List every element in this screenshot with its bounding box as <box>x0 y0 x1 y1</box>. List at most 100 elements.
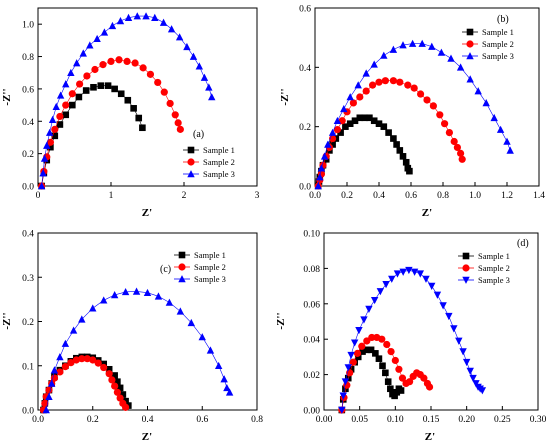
axis-ticks: 0.0 0.2 0.4 0.6 0.8 1.0 1.2 1.4 0.0 0.2 0.4 0.6 <box>299 5 545 202</box>
data-point <box>119 391 127 398</box>
data-point <box>139 124 146 132</box>
data-point <box>223 383 231 392</box>
data-point <box>425 383 434 391</box>
data-point <box>375 120 383 127</box>
legend-marker <box>462 276 470 284</box>
legend-label: Sample 3 <box>478 275 510 285</box>
y-tick-label: 0.08 <box>303 265 320 275</box>
data-point <box>174 119 182 127</box>
y-axis-label: -Z'' <box>275 312 287 329</box>
data-point <box>51 125 59 133</box>
data-point <box>353 349 362 357</box>
x-tick-label: 0.0 <box>309 191 321 201</box>
data-point <box>469 374 477 383</box>
data-point <box>405 266 413 275</box>
data-point <box>329 141 336 148</box>
data-point <box>339 392 347 400</box>
y-tick-label: 0.0 <box>22 407 34 417</box>
series-line <box>317 43 511 187</box>
legend-label: Sample 2 <box>194 262 226 272</box>
data-point <box>369 81 377 89</box>
data-point <box>167 25 176 33</box>
data-point <box>171 111 179 119</box>
y-tick-label: 0.4 <box>22 230 34 240</box>
data-point <box>410 84 418 92</box>
x-tick-label: 0.10 <box>387 415 404 425</box>
data-point <box>86 41 94 49</box>
data-point <box>382 369 389 377</box>
data-point <box>366 114 373 122</box>
data-point <box>45 392 53 401</box>
data-point <box>159 18 168 26</box>
axis-ticks: 0.0 0.2 0.4 0.6 0.8 0.0 0.1 0.2 0.3 0.4 <box>22 230 263 426</box>
data-point <box>154 292 163 300</box>
legend-label: Sample 2 <box>478 263 510 273</box>
data-point <box>79 49 87 57</box>
data-point <box>220 375 228 383</box>
data-point <box>108 21 117 30</box>
data-point <box>441 120 449 128</box>
data-point <box>113 388 121 396</box>
data-point <box>76 80 84 88</box>
data-point <box>105 370 113 378</box>
data-point <box>176 125 184 133</box>
data-point <box>391 356 399 365</box>
data-point <box>183 42 191 51</box>
x-tick-label: 0.15 <box>423 415 440 425</box>
data-point <box>122 403 130 411</box>
data-point <box>100 296 108 304</box>
data-point <box>208 93 216 101</box>
legend: Sample 1 Sample 2 Sample 3 <box>462 27 514 61</box>
legend-label: Sample 2 <box>203 157 235 167</box>
data-point <box>423 96 431 104</box>
x-tick-label: 0.4 <box>142 415 154 425</box>
data-point <box>104 82 112 89</box>
y-tick-label: 0.04 <box>303 336 320 346</box>
data-point <box>89 304 97 312</box>
data-point <box>99 61 107 69</box>
data-point <box>420 374 428 382</box>
data-point <box>324 140 332 148</box>
legend-marker <box>187 146 195 154</box>
x-tick-label: 0.30 <box>530 415 547 425</box>
data-point <box>396 78 404 86</box>
x-axis-label: Z' <box>142 431 152 443</box>
data-point <box>142 12 150 20</box>
x-tick-label: 0.6 <box>405 191 417 201</box>
data-point <box>110 291 119 299</box>
data-point <box>365 305 373 314</box>
data-point <box>490 113 498 122</box>
data-point <box>429 102 437 110</box>
data-point <box>61 363 69 371</box>
data-point <box>47 143 54 151</box>
data-point <box>47 379 56 387</box>
panel-d: 0.00 0.05 0.10 0.15 0.20 0.25 0.30 0.00 0.02 0.04… <box>275 230 547 444</box>
data-point <box>466 367 474 375</box>
legend-label: Sample 1 <box>203 145 235 155</box>
data-point <box>376 288 385 296</box>
data-point <box>418 39 426 47</box>
x-tick-label: 3 <box>255 191 260 201</box>
y-axis-label: -Z'' <box>1 88 13 105</box>
x-tick-label: 2 <box>182 191 187 201</box>
legend-marker <box>466 40 474 48</box>
x-tick-label: 0.2 <box>341 191 353 201</box>
data-point <box>406 167 413 175</box>
data-point <box>116 17 125 25</box>
data-point <box>346 120 354 127</box>
data-point <box>344 364 352 372</box>
data-point <box>447 54 455 62</box>
data-point <box>123 57 131 65</box>
x-tick-label: 0.8 <box>251 415 263 425</box>
data-point <box>391 392 398 400</box>
data-point <box>135 114 143 122</box>
data-point <box>408 39 417 47</box>
y-tick-label: 0.4 <box>299 64 311 74</box>
data-point <box>130 105 137 112</box>
data-point <box>114 378 121 385</box>
legend-label: Sample 1 <box>482 27 514 37</box>
data-point <box>187 318 195 327</box>
legend-label: Sample 3 <box>482 51 514 61</box>
data-point <box>205 83 213 91</box>
